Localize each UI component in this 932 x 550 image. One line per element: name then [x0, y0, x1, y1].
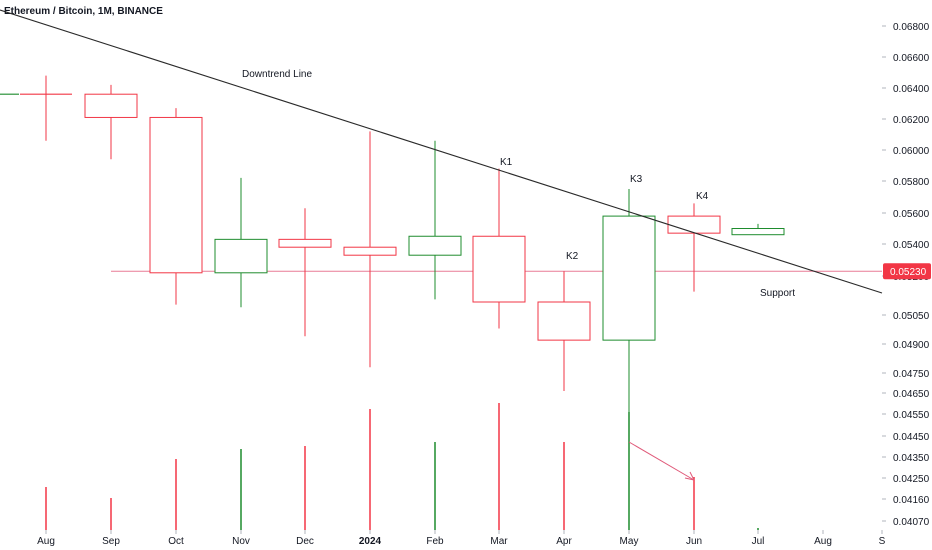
- time-axis-tick: Aug: [37, 536, 55, 547]
- time-axis-tick: Dec: [296, 536, 314, 547]
- marker-label: K4: [696, 191, 709, 202]
- time-axis-tick: Oct: [168, 536, 184, 547]
- downtrend-label: Downtrend Line: [242, 69, 312, 80]
- time-axis-tick: Jun: [686, 536, 702, 547]
- marker-label: K3: [630, 174, 643, 185]
- time-axis-tick: May: [620, 536, 639, 547]
- price-axis-tick: 0.04650: [893, 389, 930, 400]
- candle-body[interactable]: [731, 228, 785, 236]
- price-axis-tick: 0.04550: [893, 410, 930, 421]
- marker-label: K1: [500, 157, 513, 168]
- candle-body[interactable]: [472, 235, 526, 303]
- price-axis-tick: 0.06800: [893, 22, 930, 33]
- time-axis-tick: 2024: [359, 536, 382, 547]
- time-axis-tick: Jul: [752, 536, 765, 547]
- last-price-tag: [883, 263, 931, 280]
- candle-body[interactable]: [278, 238, 332, 248]
- candle-body[interactable]: [602, 215, 656, 341]
- candle-body[interactable]: [537, 301, 591, 341]
- price-axis-tick: 0.05050: [893, 311, 930, 322]
- price-axis-tick: 0.04160: [893, 495, 930, 506]
- downtrend-line[interactable]: [0, 9, 883, 294]
- price-axis-tick: 0.04750: [893, 369, 930, 380]
- price-axis-tick: 0.04070: [893, 517, 930, 528]
- annotation-arrow-shaft: [628, 441, 695, 481]
- time-axis-tick: Sep: [102, 536, 120, 547]
- support-label: Support: [760, 288, 795, 299]
- price-axis-tick: 0.04900: [893, 340, 930, 351]
- price-axis-tick: 0.06400: [893, 84, 930, 95]
- price-axis-tick: 0.05400: [893, 240, 930, 251]
- time-axis-tick: Nov: [232, 536, 250, 547]
- price-axis-tick: 0.04250: [893, 474, 930, 485]
- candle-body[interactable]: [84, 93, 138, 118]
- time-axis-tick: Mar: [490, 536, 508, 547]
- time-axis-tick: S: [879, 536, 886, 547]
- price-axis-tick: 0.06200: [893, 115, 930, 126]
- price-axis-tick: 0.06600: [893, 53, 930, 64]
- candle-body[interactable]: [667, 215, 721, 234]
- price-axis-tick: 0.06000: [893, 146, 930, 157]
- last-price-value: 0.05230: [890, 267, 927, 278]
- arrow-head-icon: [684, 471, 695, 481]
- marker-label: K2: [566, 251, 579, 262]
- candle-body[interactable]: [343, 246, 397, 256]
- candle-body[interactable]: [214, 238, 268, 274]
- candle-body[interactable]: [408, 235, 462, 256]
- candle-body[interactable]: [149, 116, 203, 274]
- time-axis-tick: Feb: [426, 536, 444, 547]
- price-axis-tick: 0.05800: [893, 177, 930, 188]
- price-axis-tick: 0.04450: [893, 432, 930, 443]
- time-axis-tick: Aug: [814, 536, 832, 547]
- price-axis-tick: 0.04350: [893, 453, 930, 464]
- price-axis-tick: 0.05600: [893, 209, 930, 220]
- time-axis-tick: Apr: [556, 536, 572, 547]
- chart-title: Ethereum / Bitcoin, 1M, BINANCE: [4, 6, 163, 17]
